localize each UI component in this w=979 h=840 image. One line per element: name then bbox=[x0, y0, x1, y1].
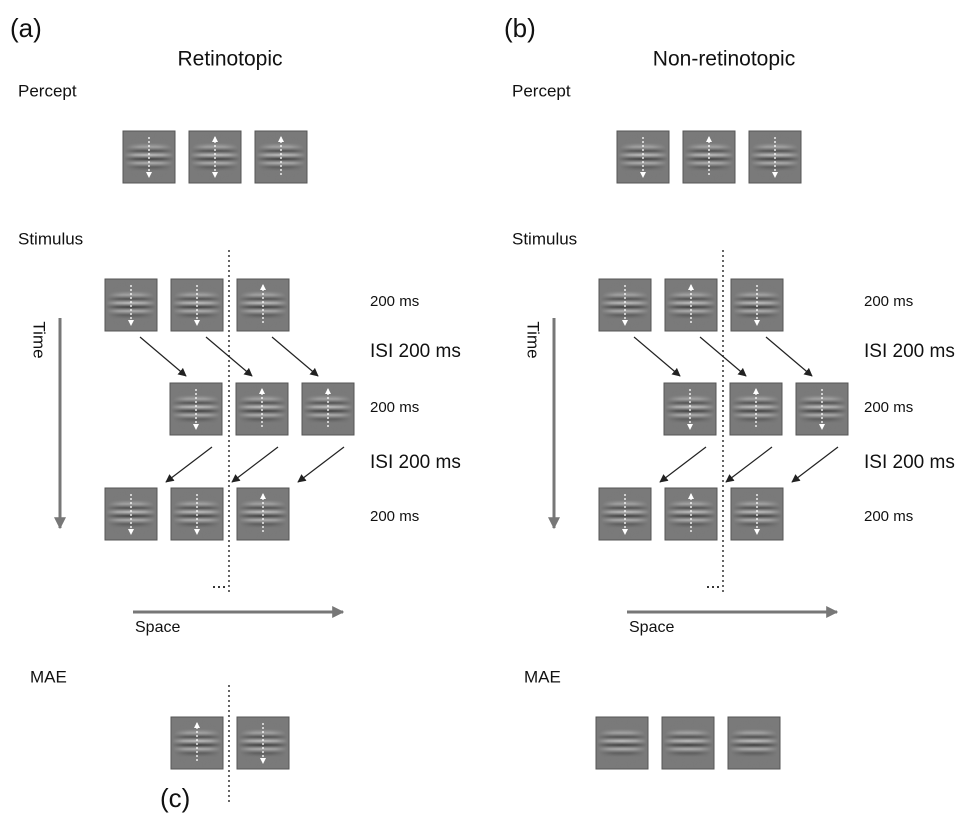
gabor-patch bbox=[171, 488, 223, 540]
transition-arrow bbox=[792, 447, 838, 482]
panel-title: Non-retinotopic bbox=[653, 48, 795, 71]
gabor-patch bbox=[105, 279, 157, 331]
gabor-patch bbox=[596, 717, 648, 769]
transition-arrow bbox=[272, 337, 318, 376]
gabor-patch bbox=[236, 383, 288, 435]
panel-title: Retinotopic bbox=[177, 48, 282, 71]
section-label: Percept bbox=[512, 81, 571, 100]
transition-arrow bbox=[766, 337, 812, 376]
duration-label: ISI 200 ms bbox=[370, 452, 461, 473]
gabor-patch bbox=[665, 279, 717, 331]
axis-label: Time bbox=[30, 321, 49, 358]
gabor-patch bbox=[730, 383, 782, 435]
gabor-patch bbox=[662, 717, 714, 769]
ellipsis: ... bbox=[211, 572, 226, 592]
gabor-patch bbox=[105, 488, 157, 540]
gabor-patch bbox=[599, 488, 651, 540]
transition-arrow bbox=[166, 447, 212, 482]
axis-label: Time bbox=[524, 321, 543, 358]
patch-stripes bbox=[729, 718, 779, 768]
duration-label: 200 ms bbox=[864, 399, 913, 416]
duration-label: 200 ms bbox=[864, 508, 913, 525]
duration-label: 200 ms bbox=[370, 399, 419, 416]
transition-arrow bbox=[634, 337, 680, 376]
duration-label: ISI 200 ms bbox=[864, 452, 955, 473]
gabor-patch bbox=[255, 131, 307, 183]
section-label: Percept bbox=[18, 81, 77, 100]
transition-arrow bbox=[140, 337, 186, 376]
transition-arrow bbox=[660, 447, 706, 482]
panel-label: (a) bbox=[10, 13, 42, 43]
gabor-patch bbox=[237, 717, 289, 769]
duration-label: ISI 200 ms bbox=[864, 341, 955, 362]
gabor-patch bbox=[749, 131, 801, 183]
figure: (a) Retinotopic Percept Stimulus Time Space..… bbox=[0, 0, 979, 840]
ellipsis: ... bbox=[705, 572, 720, 592]
duration-label: 200 ms bbox=[370, 508, 419, 525]
transition-arrow bbox=[232, 447, 278, 482]
transition-arrow bbox=[298, 447, 344, 482]
gabor-patch bbox=[796, 383, 848, 435]
gabor-patch bbox=[123, 131, 175, 183]
gabor-patch bbox=[170, 383, 222, 435]
gabor-patch bbox=[189, 131, 241, 183]
axis-label: Space bbox=[629, 619, 674, 636]
duration-label: ISI 200 ms bbox=[370, 341, 461, 362]
patch-stripes bbox=[663, 718, 713, 768]
duration-label: 200 ms bbox=[370, 293, 419, 310]
gabor-patch bbox=[302, 383, 354, 435]
panel-label: (c) bbox=[160, 783, 190, 813]
gabor-patch bbox=[728, 717, 780, 769]
gabor-patch bbox=[665, 488, 717, 540]
section-label: MAE bbox=[524, 667, 561, 686]
gabor-patch bbox=[171, 717, 223, 769]
axis-label: Space bbox=[135, 619, 180, 636]
gabor-patch bbox=[237, 279, 289, 331]
panel-label: (b) bbox=[504, 13, 536, 43]
gabor-patch bbox=[599, 279, 651, 331]
duration-label: 200 ms bbox=[864, 293, 913, 310]
gabor-patch bbox=[683, 131, 735, 183]
section-label: Stimulus bbox=[512, 229, 577, 248]
transition-arrow bbox=[726, 447, 772, 482]
gabor-patch bbox=[237, 488, 289, 540]
gabor-patch bbox=[617, 131, 669, 183]
gabor-patch bbox=[731, 488, 783, 540]
gabor-patch bbox=[731, 279, 783, 331]
gabor-patch bbox=[664, 383, 716, 435]
section-label: MAE bbox=[30, 667, 67, 686]
patch-stripes bbox=[597, 718, 647, 768]
gabor-patch bbox=[171, 279, 223, 331]
section-label: Stimulus bbox=[18, 229, 83, 248]
